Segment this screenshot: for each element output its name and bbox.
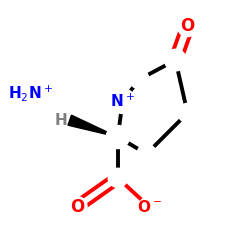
Circle shape [108,168,128,188]
Circle shape [106,126,129,148]
Circle shape [67,196,87,217]
Circle shape [110,88,135,114]
Circle shape [178,103,197,122]
Circle shape [137,144,156,164]
Text: H: H [54,113,67,128]
Text: O$^-$: O$^-$ [136,199,162,215]
Text: H$_2$N$^+$: H$_2$N$^+$ [8,82,53,102]
Circle shape [178,16,198,36]
Circle shape [130,70,149,89]
Polygon shape [68,115,118,137]
Text: O: O [70,198,84,216]
Text: O: O [180,18,195,36]
Circle shape [165,49,186,71]
Text: N$^+$: N$^+$ [110,92,135,110]
Circle shape [139,196,159,217]
